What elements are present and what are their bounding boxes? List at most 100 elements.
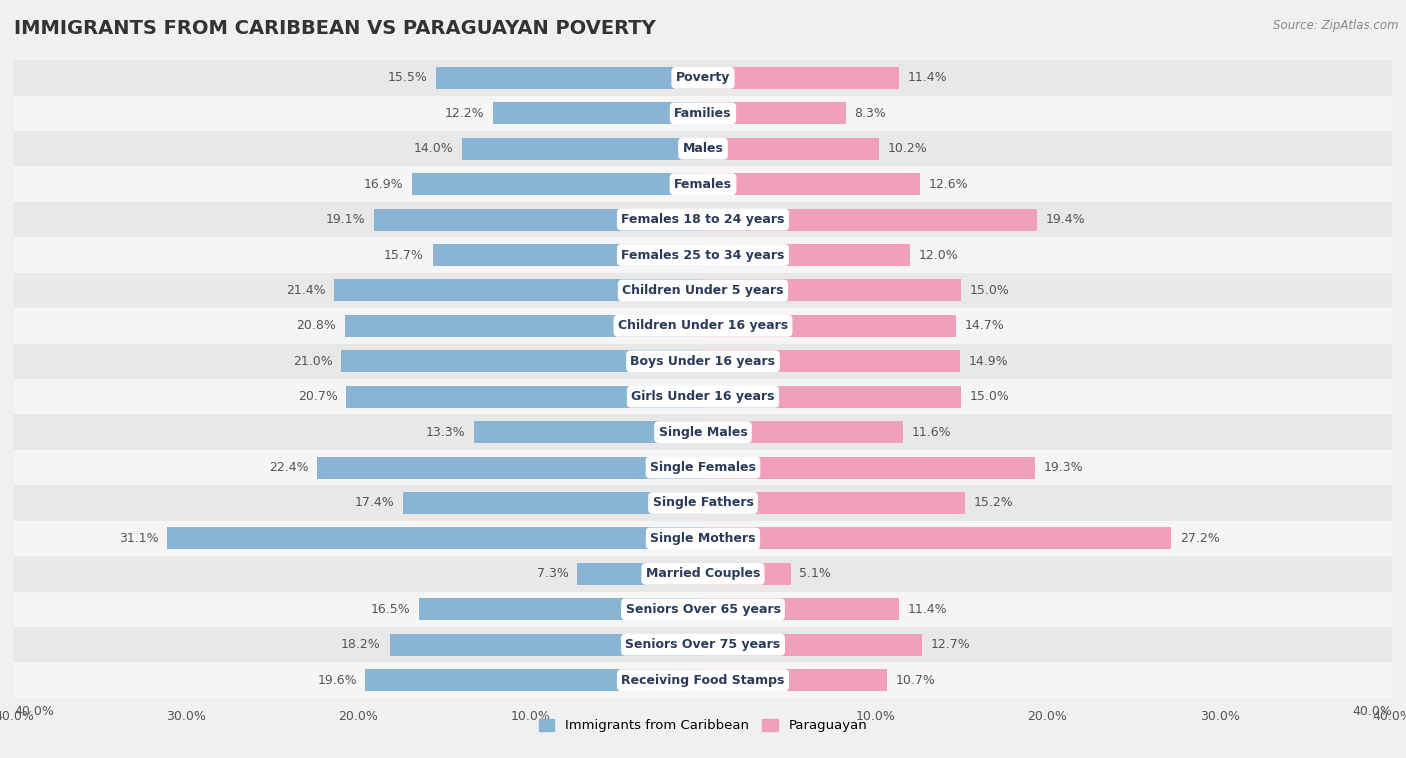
- Bar: [14, 627, 1392, 662]
- Text: 20.7%: 20.7%: [298, 390, 337, 403]
- Text: Children Under 16 years: Children Under 16 years: [619, 319, 787, 332]
- Text: 17.4%: 17.4%: [354, 496, 395, 509]
- Text: IMMIGRANTS FROM CARIBBEAN VS PARAGUAYAN POVERTY: IMMIGRANTS FROM CARIBBEAN VS PARAGUAYAN …: [14, 19, 655, 38]
- Bar: [14, 343, 1392, 379]
- Bar: [14, 556, 1392, 591]
- Text: 19.3%: 19.3%: [1045, 461, 1084, 474]
- Text: Married Couples: Married Couples: [645, 567, 761, 581]
- Text: 10.2%: 10.2%: [887, 143, 927, 155]
- Bar: [703, 138, 879, 160]
- Text: 16.9%: 16.9%: [364, 177, 404, 191]
- Text: 12.6%: 12.6%: [928, 177, 969, 191]
- Text: 12.0%: 12.0%: [918, 249, 957, 262]
- Text: Families: Families: [675, 107, 731, 120]
- Text: Single Females: Single Females: [650, 461, 756, 474]
- Text: Girls Under 16 years: Girls Under 16 years: [631, 390, 775, 403]
- Text: 11.6%: 11.6%: [911, 426, 950, 439]
- Text: 18.2%: 18.2%: [342, 638, 381, 651]
- Bar: [14, 202, 1392, 237]
- Text: Females: Females: [673, 177, 733, 191]
- Text: 19.1%: 19.1%: [326, 213, 366, 226]
- Text: 15.0%: 15.0%: [970, 284, 1010, 297]
- Bar: [374, 208, 703, 230]
- Text: Males: Males: [682, 143, 724, 155]
- Text: 10.7%: 10.7%: [896, 674, 936, 687]
- Text: 21.0%: 21.0%: [292, 355, 333, 368]
- Bar: [461, 138, 703, 160]
- Text: 15.7%: 15.7%: [384, 249, 425, 262]
- Bar: [14, 96, 1392, 131]
- Bar: [703, 669, 887, 691]
- Bar: [344, 315, 703, 337]
- Text: 8.3%: 8.3%: [855, 107, 886, 120]
- Bar: [474, 421, 703, 443]
- Text: Source: ZipAtlas.com: Source: ZipAtlas.com: [1274, 19, 1399, 32]
- Text: Poverty: Poverty: [676, 71, 730, 84]
- Text: 40.0%: 40.0%: [14, 705, 53, 718]
- Bar: [14, 449, 1392, 485]
- Text: 14.9%: 14.9%: [969, 355, 1008, 368]
- Bar: [703, 67, 900, 89]
- Text: 14.0%: 14.0%: [413, 143, 453, 155]
- Text: 21.4%: 21.4%: [287, 284, 326, 297]
- Text: 12.2%: 12.2%: [444, 107, 484, 120]
- Bar: [167, 528, 703, 550]
- Bar: [703, 492, 965, 514]
- Bar: [703, 173, 920, 195]
- Bar: [703, 563, 790, 585]
- Text: Children Under 5 years: Children Under 5 years: [623, 284, 783, 297]
- Text: 19.6%: 19.6%: [318, 674, 357, 687]
- Bar: [14, 485, 1392, 521]
- Bar: [436, 67, 703, 89]
- Text: Receiving Food Stamps: Receiving Food Stamps: [621, 674, 785, 687]
- Text: Boys Under 16 years: Boys Under 16 years: [630, 355, 776, 368]
- Text: 12.7%: 12.7%: [931, 638, 970, 651]
- Text: Single Males: Single Males: [658, 426, 748, 439]
- Bar: [14, 167, 1392, 202]
- Bar: [703, 315, 956, 337]
- Bar: [14, 60, 1392, 96]
- Text: 20.8%: 20.8%: [297, 319, 336, 332]
- Text: 11.4%: 11.4%: [908, 71, 948, 84]
- Bar: [14, 237, 1392, 273]
- Text: 15.2%: 15.2%: [973, 496, 1014, 509]
- Bar: [14, 591, 1392, 627]
- Bar: [494, 102, 703, 124]
- Bar: [703, 102, 846, 124]
- Text: Single Fathers: Single Fathers: [652, 496, 754, 509]
- Bar: [703, 598, 900, 620]
- Bar: [14, 309, 1392, 343]
- Bar: [703, 421, 903, 443]
- Bar: [412, 173, 703, 195]
- Text: Females 25 to 34 years: Females 25 to 34 years: [621, 249, 785, 262]
- Text: 27.2%: 27.2%: [1180, 532, 1220, 545]
- Text: 22.4%: 22.4%: [269, 461, 308, 474]
- Text: 5.1%: 5.1%: [800, 567, 831, 581]
- Bar: [419, 598, 703, 620]
- Text: Females 18 to 24 years: Females 18 to 24 years: [621, 213, 785, 226]
- Text: Seniors Over 65 years: Seniors Over 65 years: [626, 603, 780, 615]
- Bar: [318, 456, 703, 478]
- Bar: [14, 379, 1392, 415]
- Bar: [14, 131, 1392, 167]
- Bar: [389, 634, 703, 656]
- Legend: Immigrants from Caribbean, Paraguayan: Immigrants from Caribbean, Paraguayan: [533, 713, 873, 738]
- Text: 15.5%: 15.5%: [388, 71, 427, 84]
- Text: Seniors Over 75 years: Seniors Over 75 years: [626, 638, 780, 651]
- Bar: [703, 386, 962, 408]
- Bar: [578, 563, 703, 585]
- Text: Single Mothers: Single Mothers: [650, 532, 756, 545]
- Bar: [14, 415, 1392, 449]
- Bar: [703, 280, 962, 302]
- Bar: [366, 669, 703, 691]
- Bar: [14, 662, 1392, 698]
- Text: 11.4%: 11.4%: [908, 603, 948, 615]
- Bar: [703, 634, 922, 656]
- Bar: [342, 350, 703, 372]
- Text: 7.3%: 7.3%: [537, 567, 568, 581]
- Text: 14.7%: 14.7%: [965, 319, 1004, 332]
- Bar: [703, 208, 1038, 230]
- Text: 31.1%: 31.1%: [120, 532, 159, 545]
- Bar: [14, 521, 1392, 556]
- Bar: [14, 273, 1392, 309]
